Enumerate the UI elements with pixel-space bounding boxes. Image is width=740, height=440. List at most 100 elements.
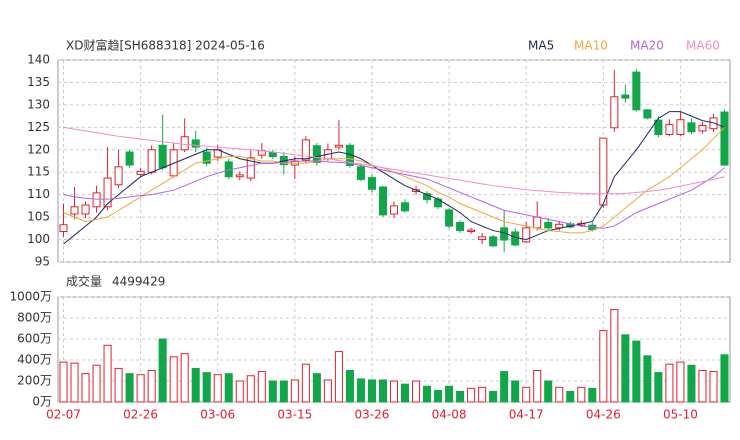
y-tick-label: 0万 bbox=[32, 395, 52, 409]
candle-body bbox=[202, 151, 211, 164]
candle-body bbox=[687, 122, 696, 133]
volume-bar bbox=[257, 371, 266, 403]
candle-body bbox=[400, 202, 410, 212]
y-tick-label: 130 bbox=[27, 97, 50, 111]
y-tick-label: 100 bbox=[27, 232, 50, 246]
candle-body bbox=[467, 229, 476, 232]
volume-bar bbox=[323, 379, 332, 403]
volume-bar bbox=[588, 387, 597, 403]
candle-body bbox=[312, 145, 321, 163]
y-tick-label: 600万 bbox=[17, 332, 52, 346]
legend-label: MA60 bbox=[686, 39, 720, 53]
candle-body bbox=[389, 205, 399, 215]
y-tick-label: 110 bbox=[27, 187, 50, 201]
candle-body bbox=[158, 144, 167, 169]
candle-body bbox=[610, 96, 619, 129]
ma-line bbox=[63, 111, 725, 245]
volume-bar bbox=[147, 370, 156, 403]
candle-body bbox=[301, 139, 310, 161]
legend-label: MA5 bbox=[528, 39, 554, 53]
x-tick-label: 04-26 bbox=[586, 408, 621, 422]
candle-body bbox=[246, 157, 255, 179]
y-tick-label: 120 bbox=[27, 142, 50, 156]
candle-body bbox=[103, 177, 112, 208]
volume-bar bbox=[610, 309, 619, 403]
volume-bar bbox=[235, 380, 244, 403]
volume-total: 4499429 bbox=[112, 275, 165, 289]
volume-bar bbox=[279, 380, 288, 403]
volume-bar bbox=[445, 385, 454, 403]
volume-bar bbox=[158, 338, 167, 403]
candle-body bbox=[654, 119, 663, 136]
volume-bar bbox=[654, 372, 663, 403]
volume-bar bbox=[136, 374, 145, 403]
volume-bar bbox=[577, 386, 586, 403]
y-tick-label: 115 bbox=[27, 165, 50, 179]
volume-bar bbox=[698, 370, 707, 403]
candle-body bbox=[59, 224, 68, 232]
volume-bar bbox=[59, 361, 68, 403]
x-tick-label: 02-07 bbox=[46, 408, 81, 422]
volume-bar bbox=[511, 380, 520, 403]
volume-bar bbox=[566, 391, 575, 403]
volume-bar bbox=[81, 373, 90, 403]
y-tick-label: 140 bbox=[27, 53, 50, 67]
candle-body bbox=[92, 192, 101, 208]
volume-bar bbox=[599, 330, 608, 403]
y-tick-label: 105 bbox=[27, 210, 50, 224]
volume-bar bbox=[180, 353, 189, 403]
volume-bar bbox=[191, 367, 200, 403]
candle-body bbox=[423, 193, 432, 201]
x-tick-label: 03-06 bbox=[200, 408, 235, 422]
volume-bar bbox=[334, 351, 343, 403]
legend-label: MA20 bbox=[630, 39, 664, 53]
x-tick-label: 04-08 bbox=[432, 408, 467, 422]
x-tick-label: 05-10 bbox=[663, 408, 698, 422]
candle-body bbox=[720, 111, 729, 166]
volume-bar bbox=[533, 370, 542, 403]
candle-body bbox=[522, 227, 531, 243]
volume-bar bbox=[500, 371, 509, 403]
volume-bar bbox=[434, 389, 443, 403]
candle-body bbox=[533, 216, 542, 229]
candle-body bbox=[698, 125, 707, 132]
volume-bar bbox=[555, 386, 564, 403]
x-tick-label: 03-15 bbox=[277, 408, 312, 422]
candle-body bbox=[632, 71, 641, 111]
candle-body bbox=[599, 137, 608, 206]
volume-bar bbox=[456, 391, 465, 403]
ma-line bbox=[63, 126, 725, 195]
candle-body bbox=[445, 209, 454, 227]
candle-body bbox=[367, 177, 376, 190]
candle-body bbox=[334, 144, 343, 148]
volume-bar bbox=[92, 364, 101, 403]
y-tick-label: 95 bbox=[35, 255, 50, 269]
volume-bar bbox=[632, 340, 641, 403]
legend-label: MA10 bbox=[574, 39, 608, 53]
volume-bar bbox=[246, 375, 255, 403]
volume-bar bbox=[467, 387, 476, 403]
candle-body bbox=[147, 149, 156, 173]
candle-body bbox=[125, 151, 134, 166]
volume-bar bbox=[367, 379, 376, 403]
volume-bar bbox=[687, 364, 696, 403]
y-tick-label: 800万 bbox=[17, 311, 52, 325]
candle-body bbox=[478, 236, 487, 241]
candle-body bbox=[235, 174, 244, 178]
volume-bar bbox=[412, 380, 421, 403]
volume-bar bbox=[478, 386, 487, 403]
volume-bar bbox=[125, 373, 134, 403]
candle-body bbox=[643, 109, 652, 119]
y-tick-label: 135 bbox=[27, 75, 50, 89]
volume-bar bbox=[544, 380, 553, 403]
candle-body bbox=[70, 206, 79, 215]
volume-title: 成交量 bbox=[66, 274, 102, 289]
volume-bar bbox=[709, 371, 718, 403]
volume-bar bbox=[169, 356, 178, 403]
candle-body bbox=[544, 221, 553, 229]
volume-bar bbox=[665, 363, 674, 403]
volume-bar bbox=[400, 383, 410, 403]
volume-bar bbox=[345, 370, 354, 403]
volume-bar bbox=[676, 361, 685, 403]
